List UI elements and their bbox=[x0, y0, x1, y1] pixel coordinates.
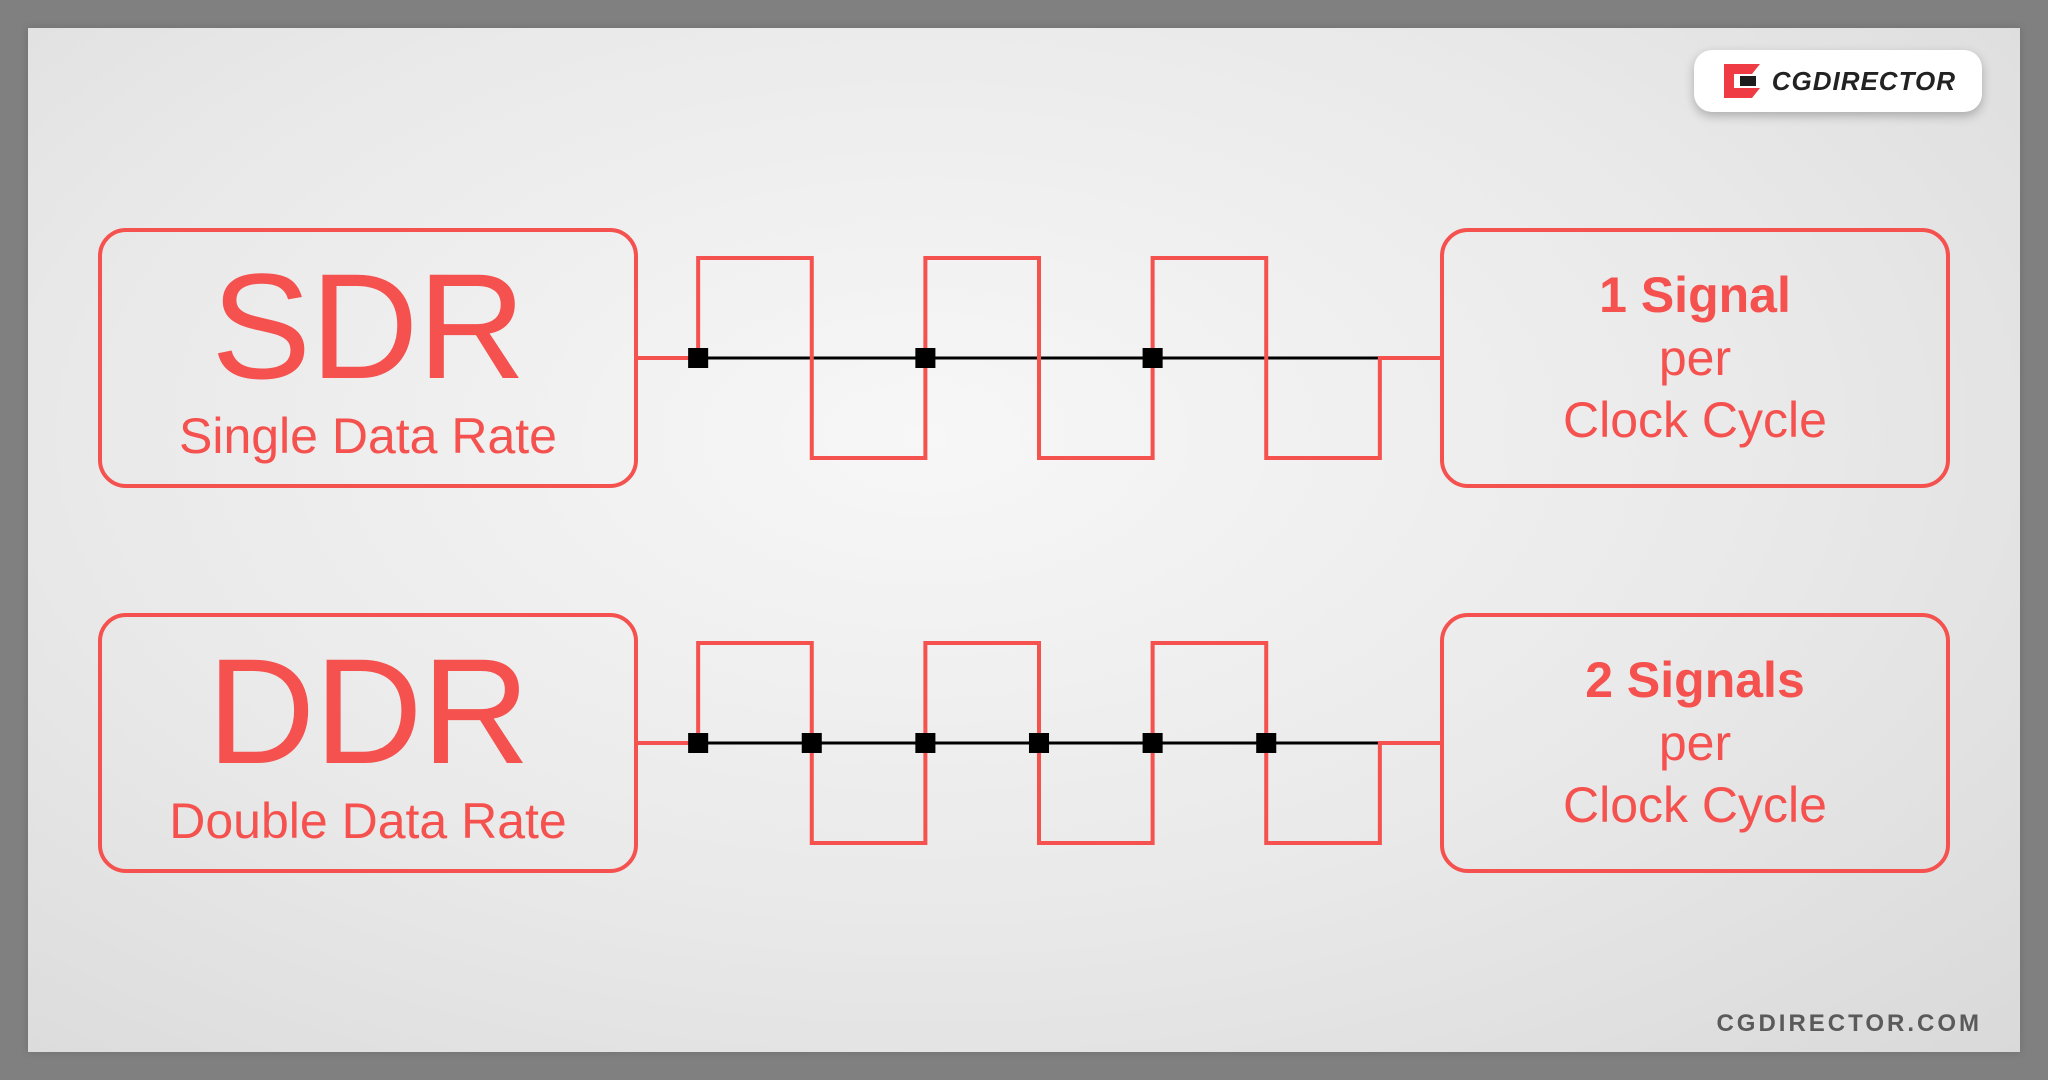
logo-cg: CG bbox=[1772, 66, 1813, 96]
sdr-signal-svg bbox=[638, 228, 1440, 488]
ddr-left-box: DDR Double Data Rate bbox=[98, 613, 638, 873]
sdr-right-l2: per bbox=[1659, 330, 1731, 386]
row-sdr: SDR Single Data Rate 1 Signal per Clock … bbox=[98, 228, 1950, 488]
canvas: CGDIRECTOR SDR Single Data Rate 1 Signal… bbox=[28, 28, 2020, 1052]
sdr-acronym: SDR bbox=[211, 251, 525, 401]
ddr-expansion: Double Data Rate bbox=[169, 792, 566, 850]
sdr-expansion: Single Data Rate bbox=[179, 407, 557, 465]
ddr-acronym: DDR bbox=[207, 636, 529, 786]
sdr-right-box: 1 Signal per Clock Cycle bbox=[1440, 228, 1950, 488]
logo-mark-icon bbox=[1720, 60, 1762, 102]
ddr-signal-svg bbox=[638, 613, 1440, 873]
brand-badge: CGDIRECTOR bbox=[1694, 50, 1982, 112]
ddr-right-text: 2 Signals per Clock Cycle bbox=[1563, 649, 1827, 837]
sdr-right-l3: Clock Cycle bbox=[1563, 392, 1827, 448]
outer-frame: CGDIRECTOR SDR Single Data Rate 1 Signal… bbox=[0, 0, 2048, 1080]
sdr-right-bold: 1 Signal bbox=[1599, 267, 1791, 323]
logo-dir: DIRECTOR bbox=[1813, 66, 1956, 96]
ddr-right-l3: Clock Cycle bbox=[1563, 777, 1827, 833]
sdr-left-box: SDR Single Data Rate bbox=[98, 228, 638, 488]
logo-text: CGDIRECTOR bbox=[1772, 66, 1956, 97]
sdr-signal bbox=[638, 228, 1440, 488]
footer-url: CGDIRECTOR.COM bbox=[1716, 1010, 1982, 1038]
sdr-right-text: 1 Signal per Clock Cycle bbox=[1563, 264, 1827, 452]
ddr-right-l2: per bbox=[1659, 715, 1731, 771]
ddr-right-bold: 2 Signals bbox=[1585, 652, 1805, 708]
ddr-signal bbox=[638, 613, 1440, 873]
row-ddr: DDR Double Data Rate 2 Signals per Clock… bbox=[98, 613, 1950, 873]
ddr-right-box: 2 Signals per Clock Cycle bbox=[1440, 613, 1950, 873]
